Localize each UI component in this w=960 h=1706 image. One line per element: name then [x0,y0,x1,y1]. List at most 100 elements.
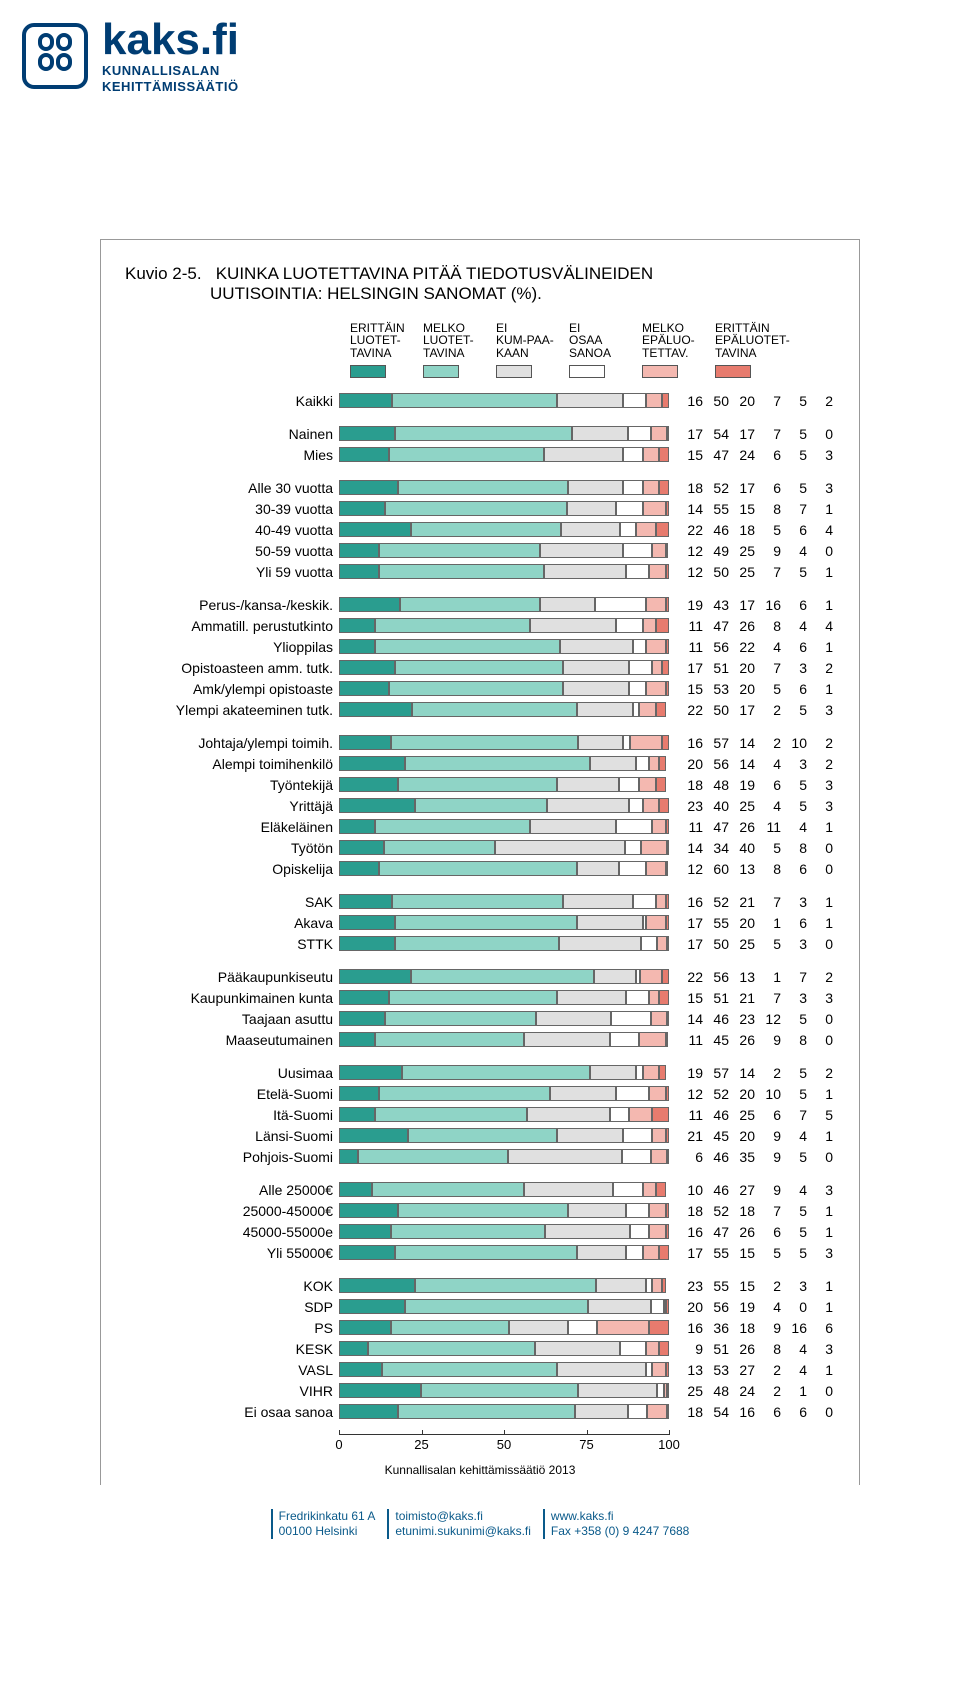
value-cell: 5 [781,1224,807,1240]
value-cell: 12 [677,1086,703,1102]
bar-segment [666,894,669,909]
brand-sub1: KUNNALLISALAN [102,64,239,78]
stacked-bar [339,1086,669,1101]
stacked-bar [339,1404,669,1419]
bar-segment [509,1320,568,1335]
value-cell: 17 [729,597,755,613]
bar-segment [651,1299,664,1314]
row-values: 114526980 [677,1032,833,1048]
value-cell: 56 [703,756,729,772]
bar-segment [577,915,643,930]
value-cell: 16 [677,1224,703,1240]
bar-segment [389,990,557,1005]
value-cell: 46 [703,1182,729,1198]
bar-segment [646,597,665,612]
stacked-bar [339,1107,669,1122]
bar-segment [651,1149,667,1164]
value-cell: 19 [729,1299,755,1315]
value-cell: 56 [703,639,729,655]
bar-segment [651,1011,667,1026]
value-cell: 0 [807,1149,833,1165]
bar-segment [339,990,389,1005]
value-cell: 1 [807,1128,833,1144]
bar-segment [667,426,669,441]
value-cell: 25 [729,936,755,952]
value-cell: 3 [807,1182,833,1198]
bar-segment [339,1362,382,1377]
value-cell: 12 [755,1011,781,1027]
value-cell: 51 [703,1341,729,1357]
row-values: 155121733 [677,990,833,1006]
value-cell: 47 [703,1224,729,1240]
stacked-bar [339,936,669,951]
bar-segment [339,702,412,717]
x-axis: 0255075100 [339,1434,669,1457]
bar-segment [659,480,669,495]
bar-segment [629,1107,652,1122]
value-cell: 20 [677,756,703,772]
value-cell: 46 [703,1107,729,1123]
bar-segment [563,660,629,675]
row-label: STTK [125,936,339,952]
bar-segment [421,1383,578,1398]
bar-segment [616,1086,649,1101]
table-row: Ei osaa sanoa185416660 [125,1401,835,1422]
bar-segment [666,1299,669,1314]
bar-segment [629,798,642,813]
bar-segment [508,1149,622,1164]
value-cell: 11 [677,639,703,655]
value-cell: 2 [807,1065,833,1081]
value-cell: 8 [781,1032,807,1048]
value-cell: 7 [781,969,807,985]
bar-segment [563,894,632,909]
value-cell: 4 [807,522,833,538]
stacked-bar [339,1362,669,1377]
stacked-bar [339,681,669,696]
value-cell: 6 [755,1107,781,1123]
value-cell: 2 [807,756,833,772]
value-cell: 1 [807,1362,833,1378]
stacked-bar [339,702,669,717]
bar-segment [649,1203,665,1218]
row-values: 214520941 [677,1128,833,1144]
stacked-bar [339,522,669,537]
table-row: 50-59 vuotta124925940 [125,540,835,561]
bar-segment [626,564,649,579]
table-row: Opistoasteen amm. tutk.175120732 [125,657,835,678]
bar-segment [415,1278,597,1293]
bar-segment [628,426,651,441]
bar-segment [626,990,649,1005]
row-label: Uusimaa [125,1065,339,1081]
stacked-bar [339,660,669,675]
value-cell: 6 [781,861,807,877]
row-label: Kaikki [125,393,339,409]
value-cell: 43 [703,597,729,613]
value-cell: 48 [703,777,729,793]
bar-segment [557,990,626,1005]
bar-segment [662,393,669,408]
value-cell: 18 [729,1320,755,1336]
bar-segment [666,915,669,930]
bar-segment [391,1320,509,1335]
bar-segment [666,597,669,612]
bar-segment [652,1278,662,1293]
bar-segment [590,1065,636,1080]
table-row: Yli 59 vuotta125025751 [125,561,835,582]
value-cell: 0 [807,861,833,877]
row-label: Kaupunkimainen kunta [125,990,339,1006]
value-cell: 52 [703,480,729,496]
value-cell: 57 [703,735,729,751]
value-cell: 7 [755,426,781,442]
bar-segment [577,1245,627,1260]
bar-segment [662,735,669,750]
value-cell: 27 [729,1362,755,1378]
value-cell: 2 [807,735,833,751]
row-label: SAK [125,894,339,910]
value-cell: 12 [677,861,703,877]
legend-swatch [350,365,386,378]
value-cell: 15 [729,501,755,517]
bar-segment [630,1224,650,1239]
value-cell: 4 [755,798,781,814]
value-cell: 4 [807,618,833,634]
bar-segment [667,1383,669,1398]
